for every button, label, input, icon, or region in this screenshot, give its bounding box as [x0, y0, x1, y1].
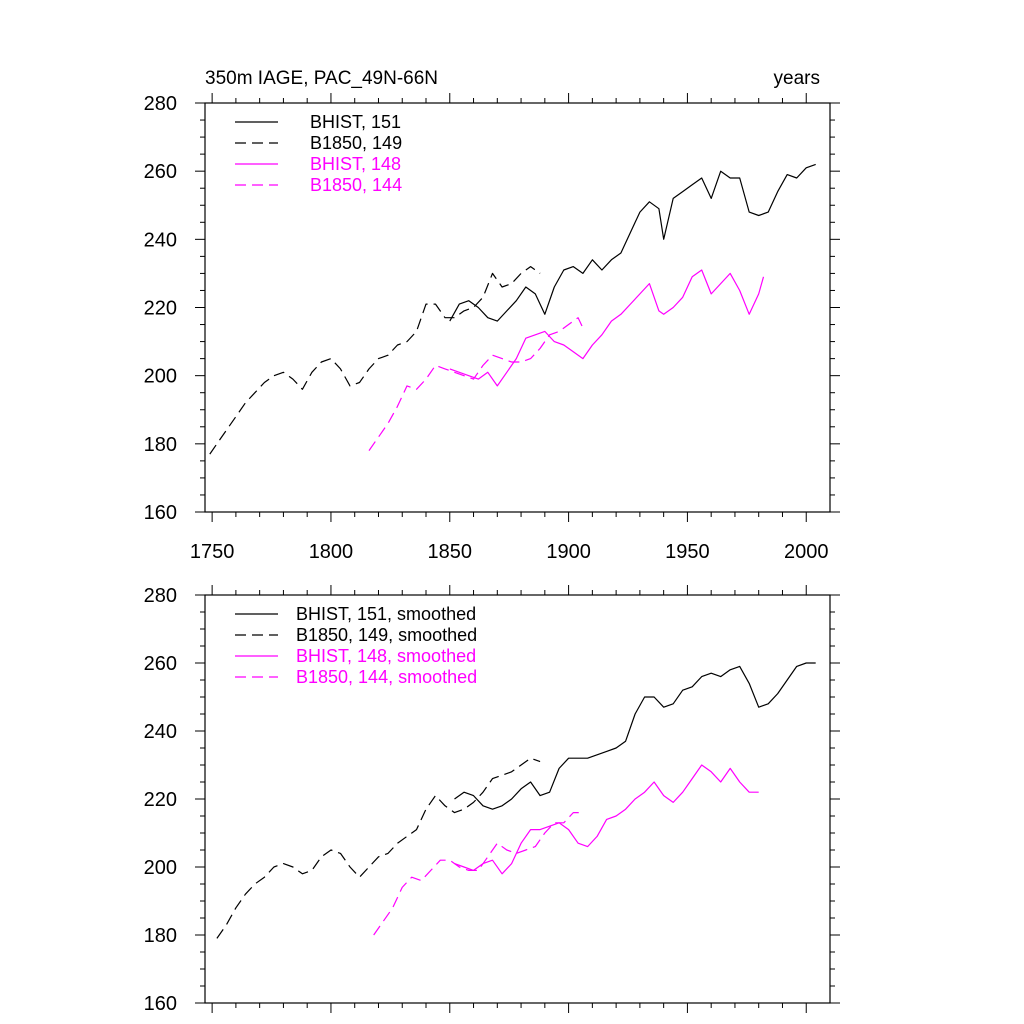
legend-label: BHIST, 151 — [310, 112, 401, 132]
x-tick-label: 1850 — [428, 541, 473, 563]
legend-label: B1850, 149, smoothed — [296, 625, 477, 645]
y-tick-label: 280 — [144, 585, 177, 607]
x-tick-label: 1750 — [190, 541, 235, 563]
legend-label: B1850, 144, smoothed — [296, 667, 477, 687]
y-tick-label: 240 — [144, 229, 177, 251]
y-tick-label: 220 — [144, 298, 177, 320]
y-tick-label: 180 — [144, 434, 177, 456]
series-line — [368, 317, 584, 451]
y-tick-label: 180 — [144, 925, 177, 947]
chart-title: 350m IAGE, PAC_49N-66N — [205, 68, 438, 89]
series-line — [454, 662, 816, 810]
x-tick-label: 1900 — [546, 541, 591, 563]
y-tick-label: 200 — [144, 366, 177, 388]
y-tick-label: 160 — [144, 993, 177, 1015]
legend-label: BHIST, 148, smoothed — [296, 646, 476, 666]
y-tick-label: 200 — [144, 857, 177, 879]
series-line — [209, 266, 541, 455]
y-tick-label: 240 — [144, 721, 177, 743]
y-tick-label: 160 — [144, 502, 177, 524]
legend-label: BHIST, 148 — [310, 154, 401, 174]
x-tick-label: 2000 — [784, 541, 829, 563]
plot-frame — [204, 102, 831, 513]
series-line — [449, 163, 816, 322]
y-tick-label: 220 — [144, 789, 177, 811]
x-tick-label: 1800 — [309, 541, 354, 563]
y-tick-label: 260 — [144, 653, 177, 675]
series-line — [449, 269, 765, 387]
legend-label: BHIST, 151, smoothed — [296, 604, 476, 624]
series-line — [216, 757, 541, 939]
series-line — [373, 811, 583, 936]
y-tick-label: 260 — [144, 161, 177, 183]
x-tick-label: 1950 — [665, 541, 710, 563]
legend-label: B1850, 149 — [310, 133, 402, 153]
top-panel: 160 180 200 220 240 260 280 1750 1800 1850 1900 195… — [144, 68, 840, 563]
legend-label: B1850, 144 — [310, 175, 402, 195]
bottom-panel: 160 180 200 220 240 260 280 BHIST, 151, smoothe… — [144, 585, 840, 1015]
series-line — [454, 764, 759, 875]
y-tick-label: 280 — [144, 93, 177, 115]
units-label: years — [774, 68, 820, 89]
